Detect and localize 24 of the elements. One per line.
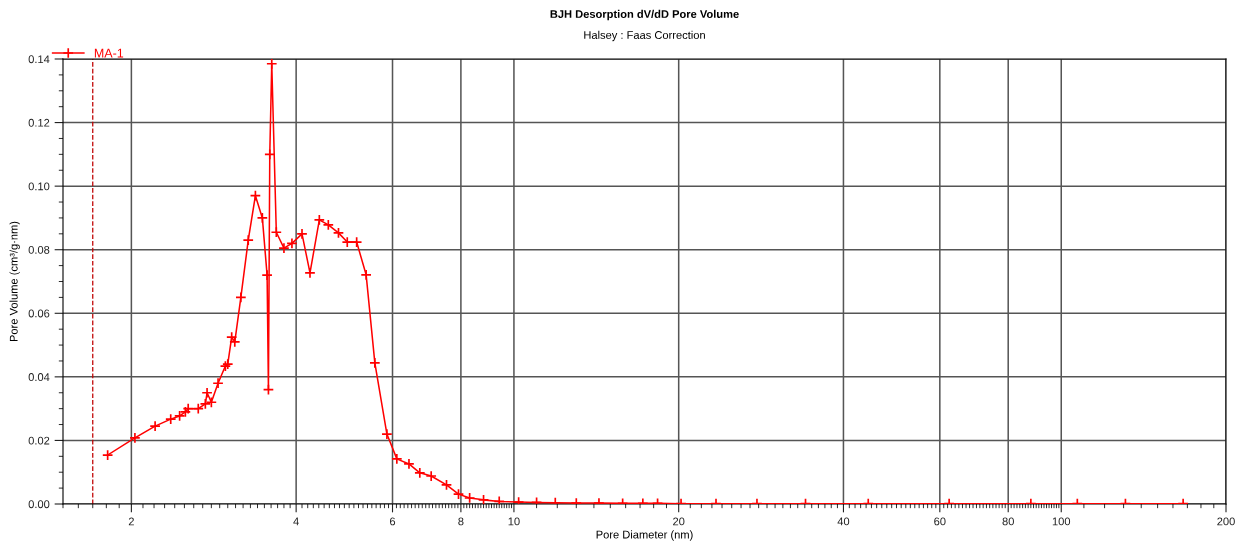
x-tick-label: 200	[1217, 517, 1235, 526]
x-tick-label: 10	[508, 517, 520, 526]
x-tick-label: 100	[1052, 517, 1071, 526]
y-tick-label: 0.04	[28, 373, 50, 381]
y-axis-title: Pore Volume (cm³/g·nm)	[9, 221, 20, 342]
x-tick-label: 6	[389, 517, 396, 526]
x-tick-label: 4	[293, 517, 299, 526]
chart-subtitle: Halsey : Faas Correction	[584, 30, 705, 42]
y-tick-label: 0.14	[28, 55, 50, 64]
chart-title: BJH Desorption dV/dD Pore Volume	[550, 9, 739, 21]
x-tick-label: 20	[673, 517, 685, 526]
x-tick-label: 8	[458, 517, 464, 526]
y-tick-label: 0.08	[28, 245, 50, 254]
y-tick-label: 0.06	[28, 309, 50, 318]
y-tick-label: 0.02	[28, 436, 50, 445]
y-tick-label: 0.12	[28, 118, 50, 127]
x-tick-label: 80	[1002, 517, 1014, 526]
x-tick-label: 40	[837, 517, 850, 526]
x-axis-title: Pore Diameter (nm)	[596, 530, 693, 541]
y-tick-label: 0.00	[28, 500, 50, 509]
x-tick-label: 60	[934, 517, 946, 526]
y-tick-label: 0.10	[28, 182, 50, 191]
x-tick-label: 2	[128, 517, 134, 526]
legend-label: MA-1	[94, 48, 124, 58]
